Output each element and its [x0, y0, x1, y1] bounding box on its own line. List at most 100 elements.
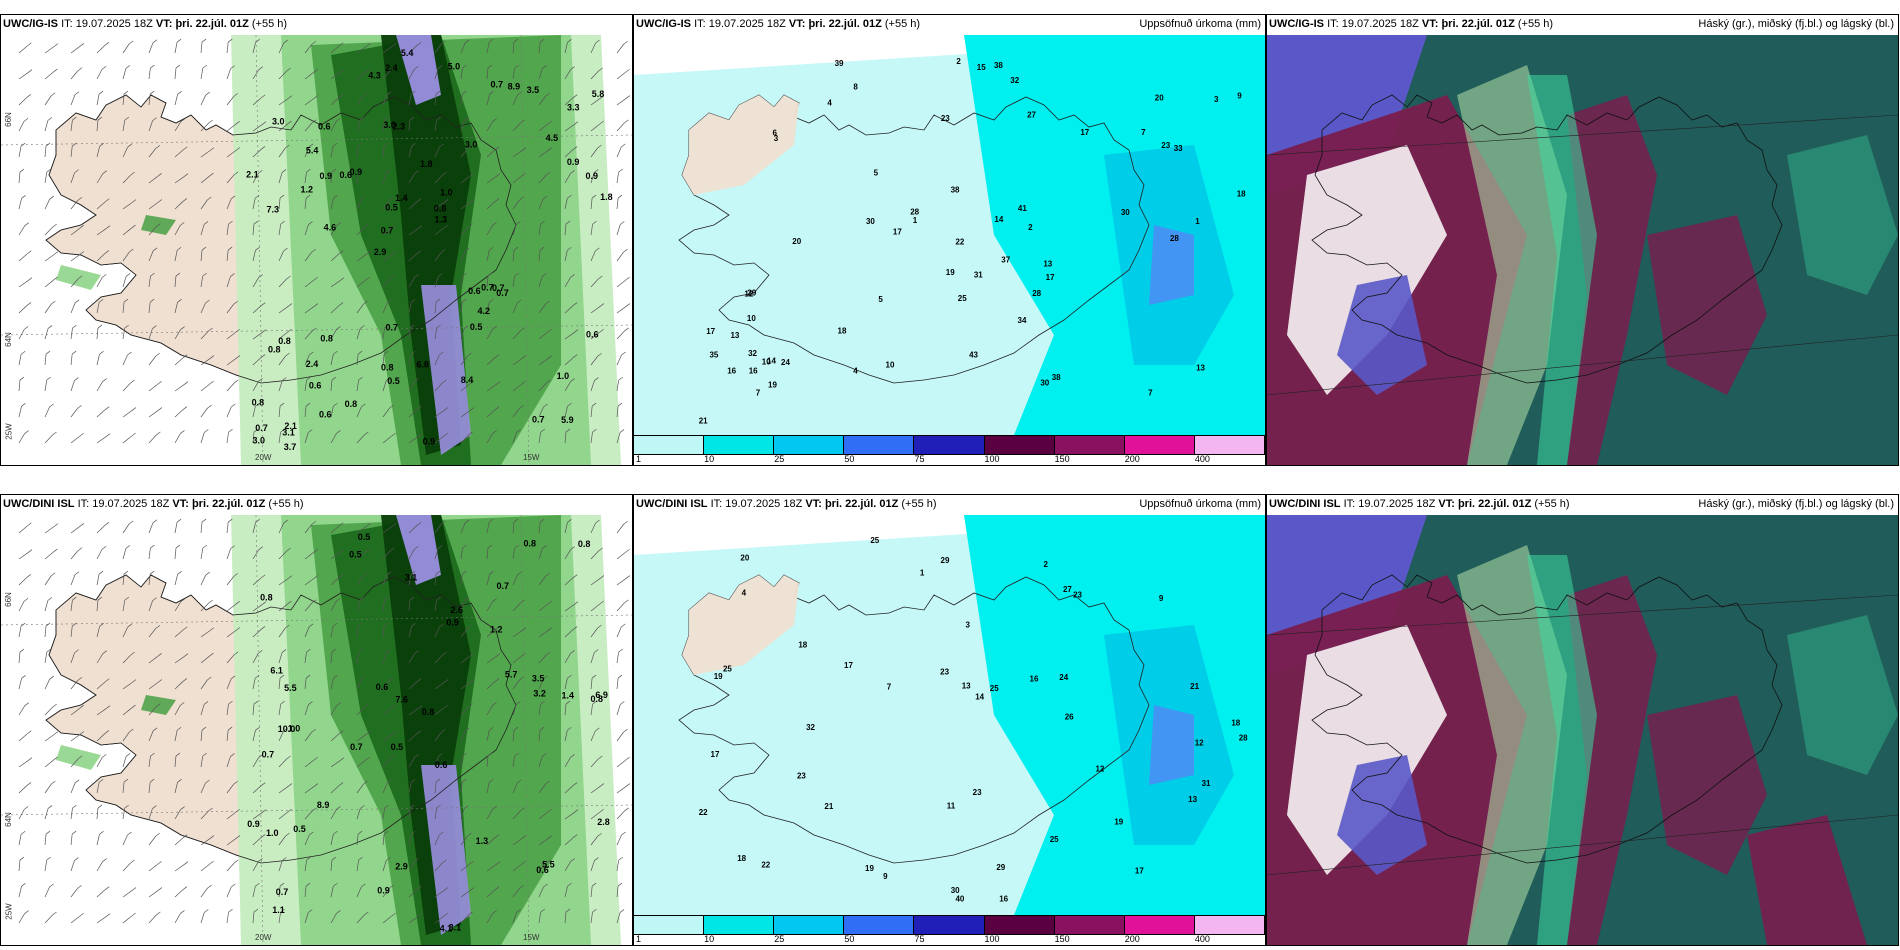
- cloud-mid-band: [1567, 95, 1657, 465]
- wind-barb-flag: [258, 858, 263, 862]
- wind-barb: [148, 730, 154, 742]
- wind-barb: [512, 224, 517, 236]
- wind-barb: [44, 198, 51, 210]
- wind-barb: [44, 626, 47, 638]
- wind-barb-flag: [414, 378, 419, 382]
- wind-barb: [18, 172, 21, 184]
- precip-value-label: 6.8: [416, 359, 429, 369]
- wind-barb: [460, 42, 466, 54]
- wind-barb-flag: [599, 328, 604, 333]
- wind-barb: [70, 734, 81, 742]
- wind-barb: [434, 410, 445, 418]
- accum-value-label: 17: [844, 661, 853, 670]
- precip-value-label: 0.7: [490, 80, 503, 90]
- wind-barb-flag: [435, 570, 441, 575]
- accum-value-label: 21: [699, 416, 708, 425]
- wind-barb-flag: [123, 90, 129, 95]
- vt-label: VT:: [172, 498, 189, 510]
- wind-barb: [18, 785, 28, 794]
- wind-barb: [434, 782, 437, 794]
- wind-barb-flag: [492, 910, 497, 914]
- wind-barb-flag: [597, 832, 602, 837]
- legend-label: 1: [636, 934, 642, 944]
- wind-barb: [278, 147, 286, 158]
- panel-top-left: UWC/IG-IS IT: 19.07.2025 18Z VT: þri. 22…: [0, 14, 633, 466]
- wind-barb-flag: [205, 299, 210, 304]
- wind-barb-flag: [258, 754, 263, 758]
- wind-barb-flag: [308, 909, 313, 913]
- wind-barb: [174, 522, 178, 534]
- accum-value-label: 29: [747, 288, 756, 297]
- wind-barb: [330, 406, 334, 418]
- wind-barb-flag: [312, 327, 317, 332]
- wind-barb-flag: [306, 376, 311, 381]
- wind-barb-flag: [74, 857, 79, 861]
- wind-barb: [304, 552, 314, 560]
- wind-barb-flag: [27, 757, 33, 761]
- wind-barb: [564, 381, 571, 392]
- precip-value-label: 1.8: [420, 159, 433, 169]
- lon-label-15: 15W: [523, 933, 540, 942]
- wind-barb: [356, 834, 359, 846]
- wind-barb-flag: [620, 221, 625, 225]
- wind-barb: [408, 69, 415, 80]
- wind-barb-flag: [469, 172, 474, 177]
- accum-precip-map: 4 1 1 7 10 3 2 4 5 3 7 8 6 9 10 32 19 23 38 30 29 28 30 38 19 13 1…: [634, 35, 1265, 435]
- lon-label-25: 25W: [4, 423, 14, 440]
- wind-barb-flag: [306, 648, 311, 653]
- wind-barb-flag: [359, 117, 365, 121]
- wind-barb: [590, 380, 595, 392]
- wind-barb: [616, 172, 619, 184]
- wind-barb: [174, 548, 177, 560]
- precip-value-label: 0.6: [318, 122, 331, 132]
- wind-barb: [122, 146, 129, 158]
- wind-barb-flag: [591, 674, 597, 679]
- wind-barb: [148, 383, 158, 392]
- wind-barb-flag: [570, 754, 575, 758]
- valid-time: þri. 22.júl. 01Z: [1457, 498, 1532, 510]
- wind-barb: [356, 354, 359, 366]
- wind-barb-flag: [619, 909, 625, 913]
- wind-barb: [356, 406, 362, 418]
- wind-barb-flag: [53, 276, 58, 281]
- wind-barb-flag: [255, 39, 260, 43]
- wind-barb: [304, 602, 313, 612]
- wind-barb-flag: [517, 91, 522, 96]
- wind-barb-flag: [20, 830, 26, 835]
- wind-barb: [18, 121, 25, 132]
- wind-barb-flag: [129, 728, 134, 733]
- wind-barb-flag: [516, 909, 521, 913]
- wind-barb-flag: [516, 221, 521, 225]
- wind-barb: [278, 704, 282, 716]
- wind-barb-flag: [339, 757, 345, 761]
- iceland-outline: [678, 94, 1150, 384]
- wind-barb-flag: [157, 653, 162, 657]
- wind-barb: [486, 302, 490, 314]
- wind-barb-flag: [439, 351, 444, 356]
- precip-value-label: 8.9: [317, 800, 330, 810]
- wind-barb: [44, 279, 54, 288]
- legend-swatch: [1124, 436, 1195, 454]
- wind-barb-flag: [306, 856, 311, 861]
- wind-barb: [18, 280, 29, 288]
- cloud-cover-map: [1267, 515, 1898, 945]
- wind-barb-flag: [494, 678, 500, 682]
- wind-barb-flag: [411, 623, 416, 627]
- wind-barb: [408, 328, 411, 340]
- graticule-lon: [255, 515, 264, 945]
- legend-swatch: [1194, 916, 1265, 934]
- wind-barb-flag: [336, 910, 341, 914]
- vt-label: VT:: [155, 18, 173, 30]
- wind-barb: [200, 42, 203, 54]
- wind-barb: [486, 433, 493, 444]
- wind-barb-flag: [469, 887, 475, 891]
- wind-barb-flag: [98, 778, 104, 783]
- accum-value-label: 3: [965, 621, 970, 630]
- wind-barb: [304, 354, 310, 366]
- wind-barb-flag: [386, 571, 392, 576]
- wind-barb: [512, 655, 522, 664]
- wind-barb-flag: [306, 168, 311, 173]
- wind-barb-flag: [311, 248, 316, 253]
- wind-barb-flag: [50, 572, 56, 577]
- wind-barb-flag: [492, 118, 497, 122]
